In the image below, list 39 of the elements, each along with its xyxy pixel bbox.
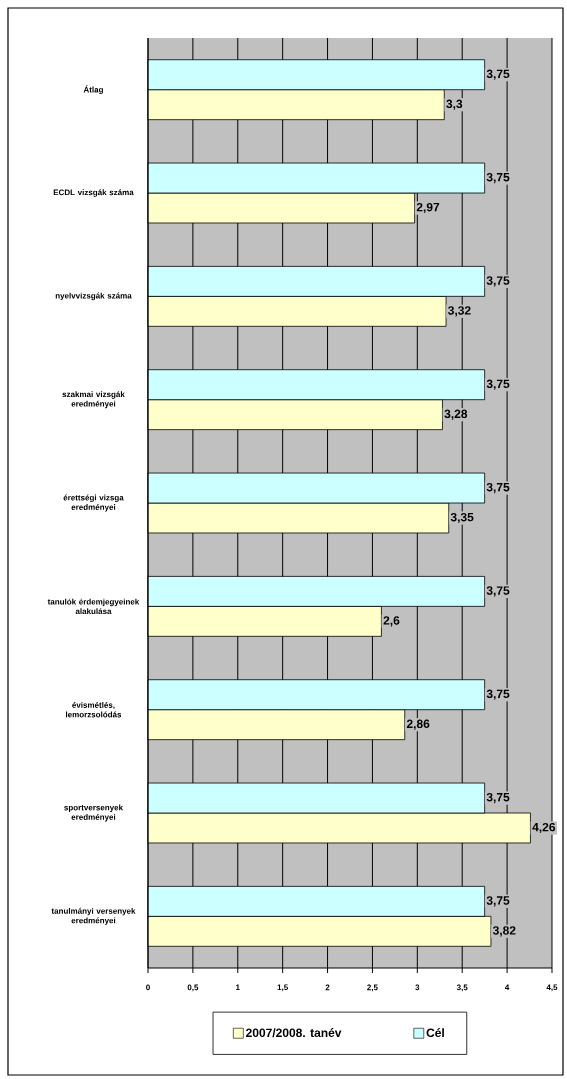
x-tick-label: 2 (325, 984, 330, 991)
data-label: 3,75 (486, 276, 510, 287)
y-tick-label: ECDL vizsgák száma (53, 189, 134, 197)
y-tick-label: sportversenyek eredményei (64, 804, 124, 822)
x-tick-label: 0,5 (187, 984, 199, 992)
data-label: 3,75 (486, 69, 510, 80)
data-label: 2,6 (383, 616, 400, 627)
y-tick-label: érettségi vizsga eredményei (63, 494, 124, 512)
data-label: 3,28 (444, 409, 468, 420)
data-label: 3,82 (492, 926, 516, 937)
y-tick-label: nyelvvizsgák száma (55, 292, 132, 301)
x-tick-label: 4 (505, 984, 510, 991)
data-label: 2,97 (416, 202, 440, 214)
data-label: 3,35 (450, 512, 474, 524)
x-tick-label: 2,5 (367, 984, 378, 992)
x-tick-label: 0 (146, 984, 150, 991)
x-tick-label: 4,5 (546, 984, 558, 992)
data-label: 2,86 (406, 719, 430, 730)
data-label: 3,75 (486, 586, 510, 597)
y-tick-label: évismétlés, lemorzsolódás (66, 701, 122, 718)
data-label: 3,75 (486, 379, 510, 390)
data-label: 3,75 (486, 482, 510, 494)
data-label: 3,32 (448, 306, 471, 317)
y-tick-label: szakmai vizsgák eredményei (62, 391, 125, 409)
data-label: 3,75 (486, 896, 510, 907)
data-label: 4,26 (532, 822, 556, 834)
data-label: 3,75 (486, 172, 510, 184)
x-tick-label: 3,5 (456, 984, 468, 992)
x-tick-label: 1 (236, 984, 240, 991)
legend-label: Cél (426, 1028, 444, 1038)
data-label: 3,75 (486, 792, 510, 804)
data-label: 3,3 (446, 99, 463, 110)
x-tick-label: 1,5 (277, 984, 288, 992)
y-tick-label: tanulmányi versenyek eredményei (51, 907, 136, 925)
y-tick-label: Átlag (83, 85, 103, 95)
x-tick-label: 3 (415, 984, 420, 991)
data-label: 3,75 (486, 689, 510, 700)
y-tick-label: tanulók érdemjegyeinek alakulása (47, 598, 140, 615)
legend-label: 2007/2008. tanév (246, 1028, 342, 1038)
